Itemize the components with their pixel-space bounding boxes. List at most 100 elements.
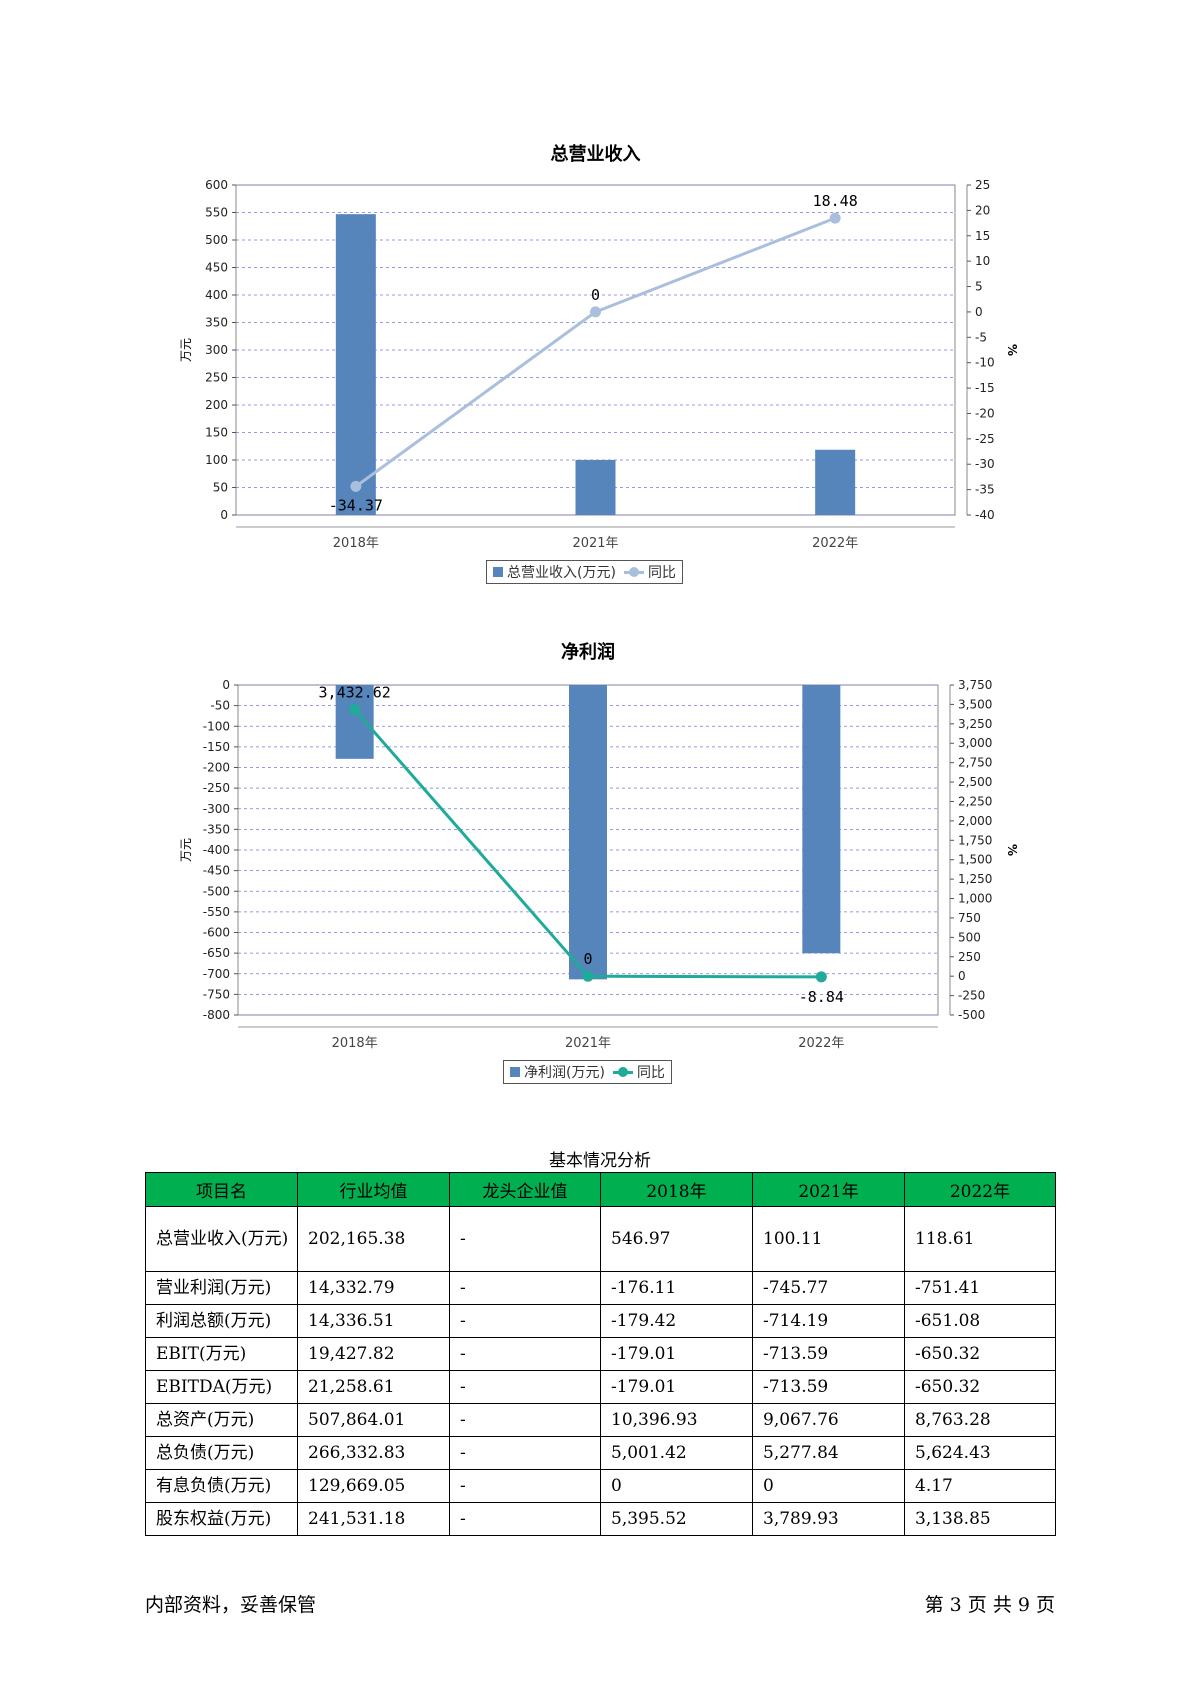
value-cell: - [449, 1436, 601, 1470]
bar [802, 685, 841, 954]
legend-line-label: 同比 [636, 1065, 665, 1081]
value-cell: 202,165.38 [297, 1206, 450, 1272]
value-cell: -176.11 [600, 1271, 753, 1305]
value-cell: -745.77 [752, 1271, 905, 1305]
series-point [815, 971, 827, 983]
bar-swatch [510, 1067, 520, 1077]
value-cell: 100.11 [752, 1206, 905, 1272]
row-label-cell: 股东权益(万元) [145, 1502, 298, 1536]
y2-tick-label: 2,250 [958, 794, 992, 808]
y-tick-label: -150 [203, 740, 230, 754]
x-tick-label: 2021年 [565, 1036, 611, 1051]
value-cell: 5,277.84 [752, 1436, 905, 1470]
y-tick-label: -750 [203, 987, 230, 1001]
value-cell: 14,336.51 [297, 1304, 450, 1338]
y2-tick-label: 3,250 [958, 717, 992, 731]
value-cell: 10,396.93 [600, 1403, 753, 1437]
y-tick-label: -50 [210, 699, 230, 713]
y2-tick-label: 2,500 [958, 775, 992, 789]
table-row: 有息负债(万元) 129,669.05-0 0 4.17 [145, 1469, 1056, 1503]
y2-tick-label: 1,500 [958, 853, 992, 867]
bar [569, 685, 607, 980]
value-cell: -650.32 [904, 1337, 1056, 1371]
line-swatch [612, 1067, 633, 1077]
y2-tick-label: 1,000 [958, 892, 992, 906]
y-tick-label: -300 [203, 802, 230, 816]
revenue-chart: 总营业收入 0 50 100 150 200 250 300 350 400 450 500 550 60… [0, 130, 1191, 600]
y-tick-label: -450 [203, 864, 230, 878]
value-cell: - [449, 1304, 601, 1338]
y-tick-label: 150 [205, 426, 228, 440]
y-tick-label: -550 [203, 905, 230, 919]
legend-bar-label: 净利润(万元) [524, 1065, 605, 1081]
revenue-chart-svg: 总营业收入05010015020025030035040045050055060… [179, 143, 1019, 551]
value-cell: 5,395.52 [600, 1502, 753, 1536]
value-cell: -714.19 [752, 1304, 905, 1338]
header-cell: 2021年 [752, 1172, 905, 1207]
series-line [354, 216, 836, 488]
value-cell: - [449, 1502, 601, 1536]
value-cell: 241,531.18 [297, 1502, 450, 1536]
y2-tick-label: 2,000 [958, 814, 992, 828]
value-cell: -713.59 [752, 1370, 905, 1404]
footer-confidential-note: 内部资料，妥善保管 [145, 1594, 317, 1616]
legend-bar-label: 总营业收入(万元) [507, 565, 616, 581]
value-cell: 9,067.76 [752, 1403, 905, 1437]
y2-tick-label: 1,250 [958, 872, 992, 886]
y2-tick-label: 750 [958, 911, 981, 925]
value-cell: -651.08 [904, 1304, 1056, 1338]
basic-analysis-table: 项目名 行业均值 龙头企业值 2018年 2021年 2022年 总营业收入(万… [145, 1172, 1056, 1536]
y2-tick-label: -10 [975, 356, 995, 370]
value-cell: - [449, 1403, 601, 1437]
y-tick-label: 300 [205, 343, 228, 357]
row-label-cell: EBITDA(万元) [145, 1370, 298, 1404]
y-tick-label: -100 [203, 719, 230, 733]
net-profit-chart: 净利润 -800 -750 -700 -650 -600 -550 -500 -450 -400-… [0, 632, 1191, 1102]
header-cell: 行业均值 [297, 1172, 450, 1207]
series-point [350, 480, 362, 492]
table-row: 利润总额(万元) 14,336.51- -179.42 -714.19 -651.08 [145, 1304, 1056, 1338]
y2-axis-label: % [1005, 344, 1019, 356]
series-point [349, 704, 361, 716]
y-tick-label: -400 [203, 843, 230, 857]
x-tick-label: 2022年 [812, 536, 858, 551]
value-cell: 3,138.85 [904, 1502, 1056, 1536]
y2-tick-label: 5 [975, 280, 983, 294]
value-cell: 266,332.83 [297, 1436, 450, 1470]
data-label: 0 [591, 286, 600, 304]
y2-tick-label: -250 [958, 989, 985, 1003]
y-tick-label: 550 [205, 206, 228, 220]
header-cell: 2018年 [600, 1172, 753, 1207]
value-cell: 8,763.28 [904, 1403, 1056, 1437]
value-cell: -179.01 [600, 1370, 753, 1404]
value-cell: - [449, 1206, 601, 1272]
value-cell: - [449, 1370, 601, 1404]
value-cell: 14,332.79 [297, 1271, 450, 1305]
row-label-cell: 总营业收入(万元) [145, 1206, 298, 1272]
series-point [590, 306, 601, 318]
y-tick-label: 450 [205, 261, 228, 275]
table-row: 总资产(万元) 507,864.01-10,396.93 9,067.76 8,763… [145, 1403, 1056, 1437]
value-cell: - [449, 1469, 601, 1503]
y2-tick-label: -15 [975, 381, 995, 395]
y2-tick-label: 20 [975, 203, 990, 217]
y2-tick-label: -40 [975, 508, 995, 522]
value-cell: -713.59 [752, 1337, 905, 1371]
row-label-cell: 总负债(万元) [145, 1436, 298, 1470]
series-point [582, 970, 594, 982]
net-profit-chart-legend: 净利润(万元) 同比 [503, 1060, 672, 1084]
y2-tick-label: 1,750 [958, 833, 992, 847]
y2-tick-label: -35 [975, 483, 995, 497]
value-cell: 507,864.01 [297, 1403, 450, 1437]
bar [815, 449, 856, 515]
bar [575, 459, 616, 515]
value-cell: 0 [600, 1469, 753, 1503]
row-label-cell: 有息负债(万元) [145, 1469, 298, 1503]
value-cell: - [449, 1337, 601, 1371]
y-tick-label: -250 [203, 781, 230, 795]
y-tick-label: 600 [205, 178, 228, 192]
table-row: EBITDA(万元) 21,258.61- -179.01 -713.59 -650.3… [145, 1370, 1056, 1404]
y2-tick-label: -30 [975, 457, 995, 471]
y2-tick-label: 10 [975, 254, 990, 268]
value-cell: 5,624.43 [904, 1436, 1056, 1470]
